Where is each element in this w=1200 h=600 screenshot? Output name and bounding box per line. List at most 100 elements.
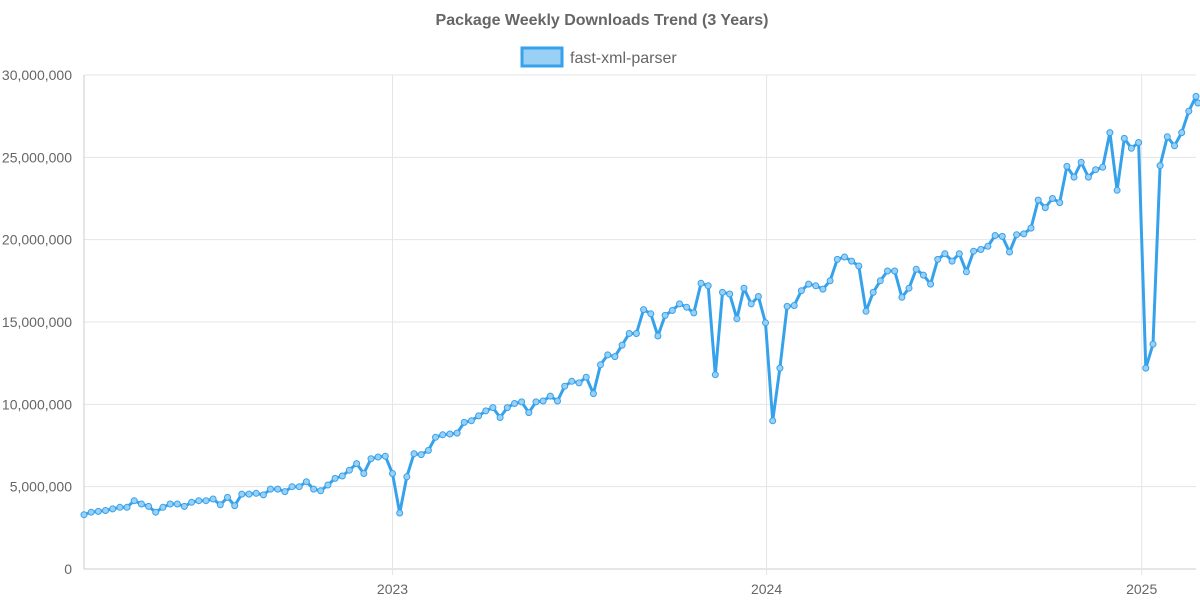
data-point[interactable]: [704, 282, 712, 290]
data-point[interactable]: [948, 257, 956, 265]
data-point[interactable]: [1194, 99, 1200, 107]
data-point[interactable]: [310, 485, 318, 493]
data-point[interactable]: [998, 232, 1006, 240]
data-point[interactable]: [1185, 107, 1193, 115]
data-point[interactable]: [1156, 162, 1164, 170]
data-point[interactable]: [417, 451, 425, 459]
data-point[interactable]: [532, 398, 540, 406]
data-point[interactable]: [1070, 173, 1078, 181]
data-point[interactable]: [525, 409, 533, 417]
data-point[interactable]: [281, 488, 289, 496]
data-point[interactable]: [1034, 196, 1042, 204]
data-point[interactable]: [475, 412, 483, 420]
data-point[interactable]: [231, 502, 239, 510]
data-point[interactable]: [841, 253, 848, 261]
data-point[interactable]: [1163, 133, 1171, 141]
data-point[interactable]: [977, 246, 985, 253]
data-point[interactable]: [224, 493, 231, 501]
data-point[interactable]: [611, 353, 619, 361]
data-point[interactable]: [797, 287, 805, 295]
data-point[interactable]: [632, 330, 640, 337]
data-point[interactable]: [130, 497, 138, 505]
data-point[interactable]: [1013, 231, 1021, 239]
data-point[interactable]: [754, 293, 762, 300]
data-point[interactable]: [195, 497, 203, 505]
data-point[interactable]: [1027, 224, 1035, 232]
data-point[interactable]: [180, 502, 188, 510]
data-point[interactable]: [575, 379, 583, 387]
data-point[interactable]: [1149, 340, 1157, 348]
data-point[interactable]: [1178, 129, 1186, 137]
data-point[interactable]: [511, 400, 518, 407]
data-point[interactable]: [238, 490, 246, 498]
data-point[interactable]: [453, 429, 461, 437]
data-point[interactable]: [539, 397, 547, 405]
data-point[interactable]: [116, 503, 124, 511]
data-point[interactable]: [1092, 166, 1100, 174]
data-point[interactable]: [912, 265, 920, 273]
data-point[interactable]: [295, 483, 303, 491]
data-point[interactable]: [1084, 173, 1092, 181]
data-point[interactable]: [202, 497, 210, 505]
data-point[interactable]: [331, 474, 339, 482]
data-point[interactable]: [876, 277, 884, 285]
data-point[interactable]: [1127, 144, 1135, 152]
data-point[interactable]: [848, 257, 856, 265]
data-point[interactable]: [403, 473, 411, 481]
data-point[interactable]: [927, 280, 935, 288]
data-point[interactable]: [503, 404, 511, 412]
data-point[interactable]: [654, 332, 662, 340]
data-point[interactable]: [1063, 162, 1071, 170]
data-point[interactable]: [546, 392, 554, 400]
data-point[interactable]: [740, 284, 748, 292]
data-point[interactable]: [826, 277, 834, 285]
data-point[interactable]: [317, 487, 325, 495]
data-point[interactable]: [353, 460, 361, 468]
data-point[interactable]: [467, 417, 475, 425]
data-point[interactable]: [374, 453, 382, 461]
data-point[interactable]: [984, 242, 992, 250]
data-point[interactable]: [869, 288, 877, 296]
data-point[interactable]: [1192, 92, 1200, 100]
data-point[interactable]: [955, 250, 963, 258]
data-point[interactable]: [1171, 142, 1178, 150]
data-point[interactable]: [676, 300, 683, 308]
data-point[interactable]: [1142, 364, 1150, 372]
data-point[interactable]: [962, 268, 970, 276]
data-point[interactable]: [919, 271, 927, 279]
data-point[interactable]: [145, 502, 153, 510]
data-point[interactable]: [188, 498, 196, 506]
data-point[interactable]: [439, 431, 447, 439]
data-point[interactable]: [360, 470, 368, 477]
data-point[interactable]: [805, 280, 813, 288]
data-point[interactable]: [87, 508, 95, 516]
data-point[interactable]: [102, 507, 109, 514]
data-point[interactable]: [618, 341, 626, 349]
data-point[interactable]: [389, 470, 396, 477]
data-point[interactable]: [1041, 204, 1049, 212]
data-point[interactable]: [625, 330, 633, 337]
data-point[interactable]: [166, 500, 174, 508]
data-point[interactable]: [934, 255, 942, 263]
data-point[interactable]: [338, 472, 346, 480]
data-point[interactable]: [94, 507, 102, 515]
data-point[interactable]: [1049, 195, 1056, 202]
data-point[interactable]: [812, 282, 820, 290]
data-point[interactable]: [941, 250, 949, 258]
data-point[interactable]: [711, 371, 719, 379]
data-point[interactable]: [690, 309, 698, 317]
data-point[interactable]: [769, 417, 777, 425]
data-point[interactable]: [80, 511, 88, 519]
data-point[interactable]: [1106, 129, 1114, 137]
data-point[interactable]: [173, 500, 181, 508]
data-point[interactable]: [424, 446, 432, 454]
data-point[interactable]: [568, 377, 576, 385]
data-point[interactable]: [274, 485, 282, 493]
data-point[interactable]: [855, 262, 863, 270]
data-point[interactable]: [1006, 248, 1013, 256]
data-point[interactable]: [697, 279, 705, 287]
data-point[interactable]: [790, 302, 798, 309]
data-point[interactable]: [1020, 230, 1028, 238]
data-point[interactable]: [381, 452, 389, 460]
data-point[interactable]: [1099, 163, 1107, 171]
